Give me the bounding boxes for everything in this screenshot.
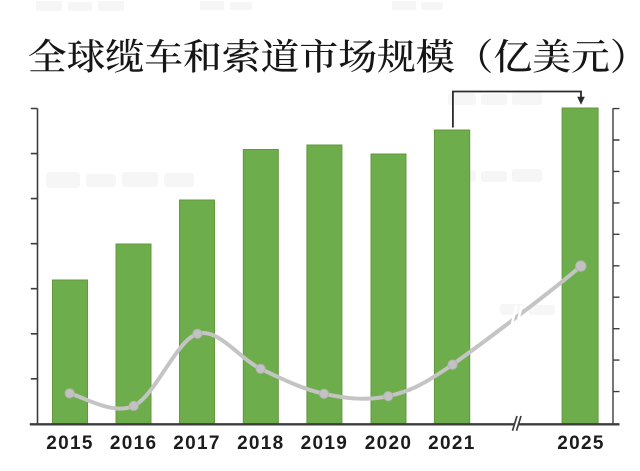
svg-text:2021: 2021 xyxy=(428,433,475,454)
svg-text:2020: 2020 xyxy=(365,433,412,454)
svg-text:2016: 2016 xyxy=(110,433,157,454)
svg-text:2025: 2025 xyxy=(557,433,604,454)
svg-text:2017: 2017 xyxy=(173,433,220,454)
svg-text:2019: 2019 xyxy=(301,433,348,454)
svg-text:2018: 2018 xyxy=(237,433,284,454)
svg-text:2015: 2015 xyxy=(46,433,93,454)
